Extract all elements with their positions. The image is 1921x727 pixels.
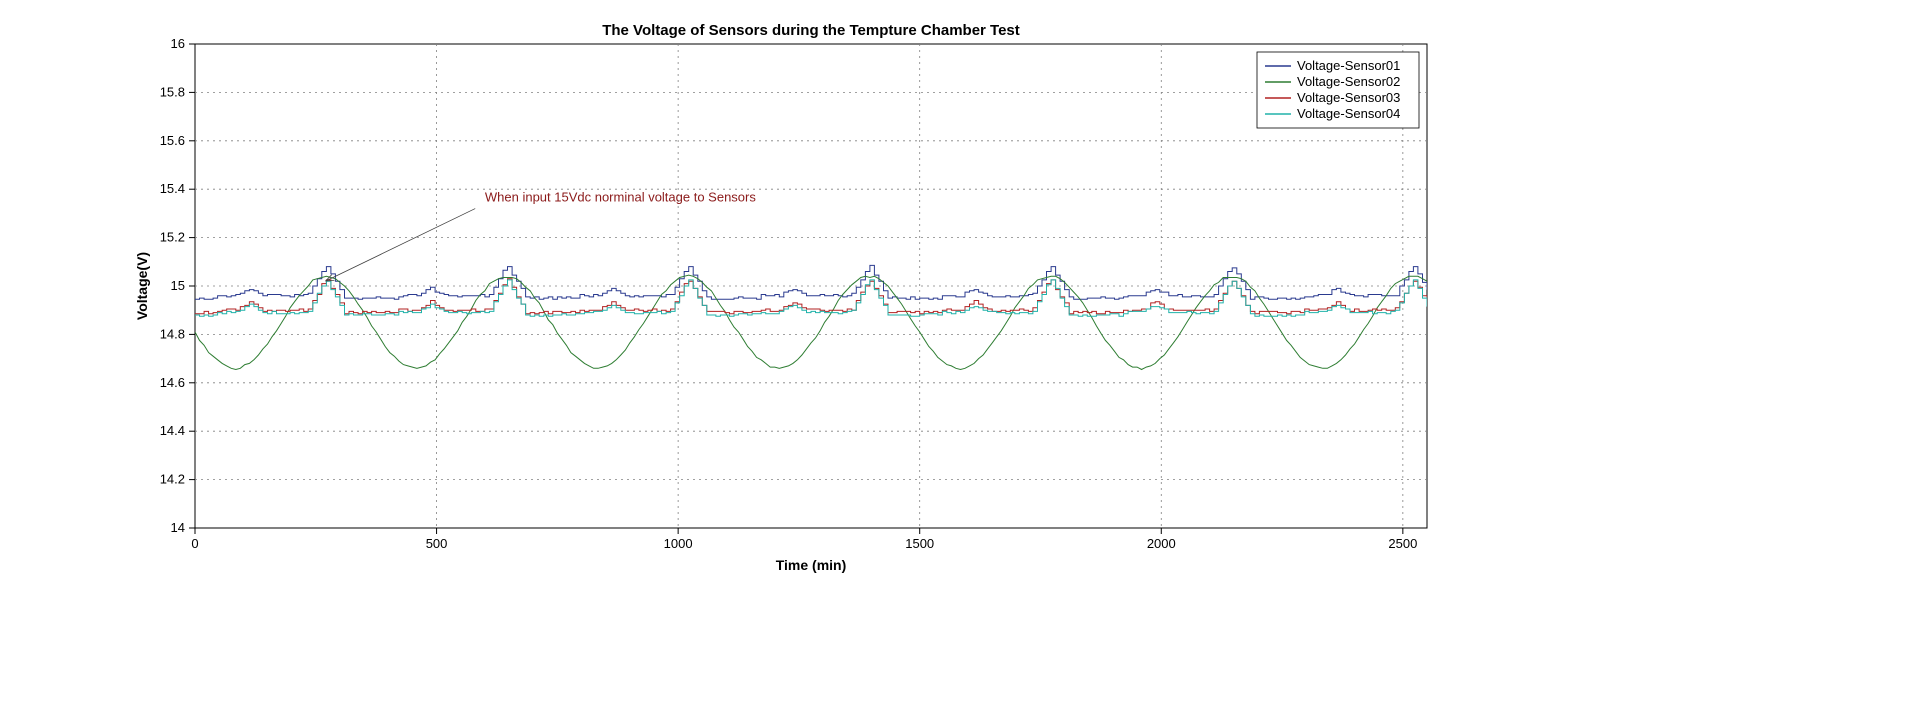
legend-label: Voltage-Sensor02 — [1297, 74, 1400, 89]
x-tick-label: 500 — [426, 536, 448, 551]
chart-title: The Voltage of Sensors during the Temptu… — [602, 22, 1020, 39]
x-tick-label: 2500 — [1388, 536, 1417, 551]
y-tick-label: 15 — [171, 278, 185, 293]
y-tick-label: 14.6 — [160, 375, 185, 390]
annotation-text: When input 15Vdc norminal voltage to Sen… — [485, 189, 756, 204]
y-tick-label: 16 — [171, 36, 185, 51]
x-tick-label: 0 — [191, 536, 198, 551]
y-tick-label: 14 — [171, 520, 185, 535]
x-axis-label: Time (min) — [776, 557, 847, 573]
plot-area — [195, 44, 1427, 528]
y-axis-label: Voltage(V) — [134, 252, 150, 320]
y-tick-label: 14.4 — [160, 423, 185, 438]
y-tick-label: 15.4 — [160, 181, 185, 196]
legend-label: Voltage-Sensor01 — [1297, 58, 1400, 73]
chart-container: 0 500 1000 1500 2000 2500 14 14.2 14.4 14.6 14.8 15… — [0, 0, 1921, 727]
legend-label: Voltage-Sensor03 — [1297, 90, 1400, 105]
y-tick-label: 15.6 — [160, 133, 185, 148]
y-tick-label: 14.8 — [160, 326, 185, 341]
x-tick-label: 2000 — [1147, 536, 1176, 551]
y-tick-label: 15.8 — [160, 84, 185, 99]
y-tick-label: 15.2 — [160, 230, 185, 245]
line-chart: 0 500 1000 1500 2000 2500 14 14.2 14.4 14.6 14.8 15… — [0, 0, 1921, 727]
x-tick-label: 1500 — [905, 536, 934, 551]
legend-label: Voltage-Sensor04 — [1297, 106, 1400, 121]
y-tick-label: 14.2 — [160, 472, 185, 487]
x-tick-label: 1000 — [664, 536, 693, 551]
